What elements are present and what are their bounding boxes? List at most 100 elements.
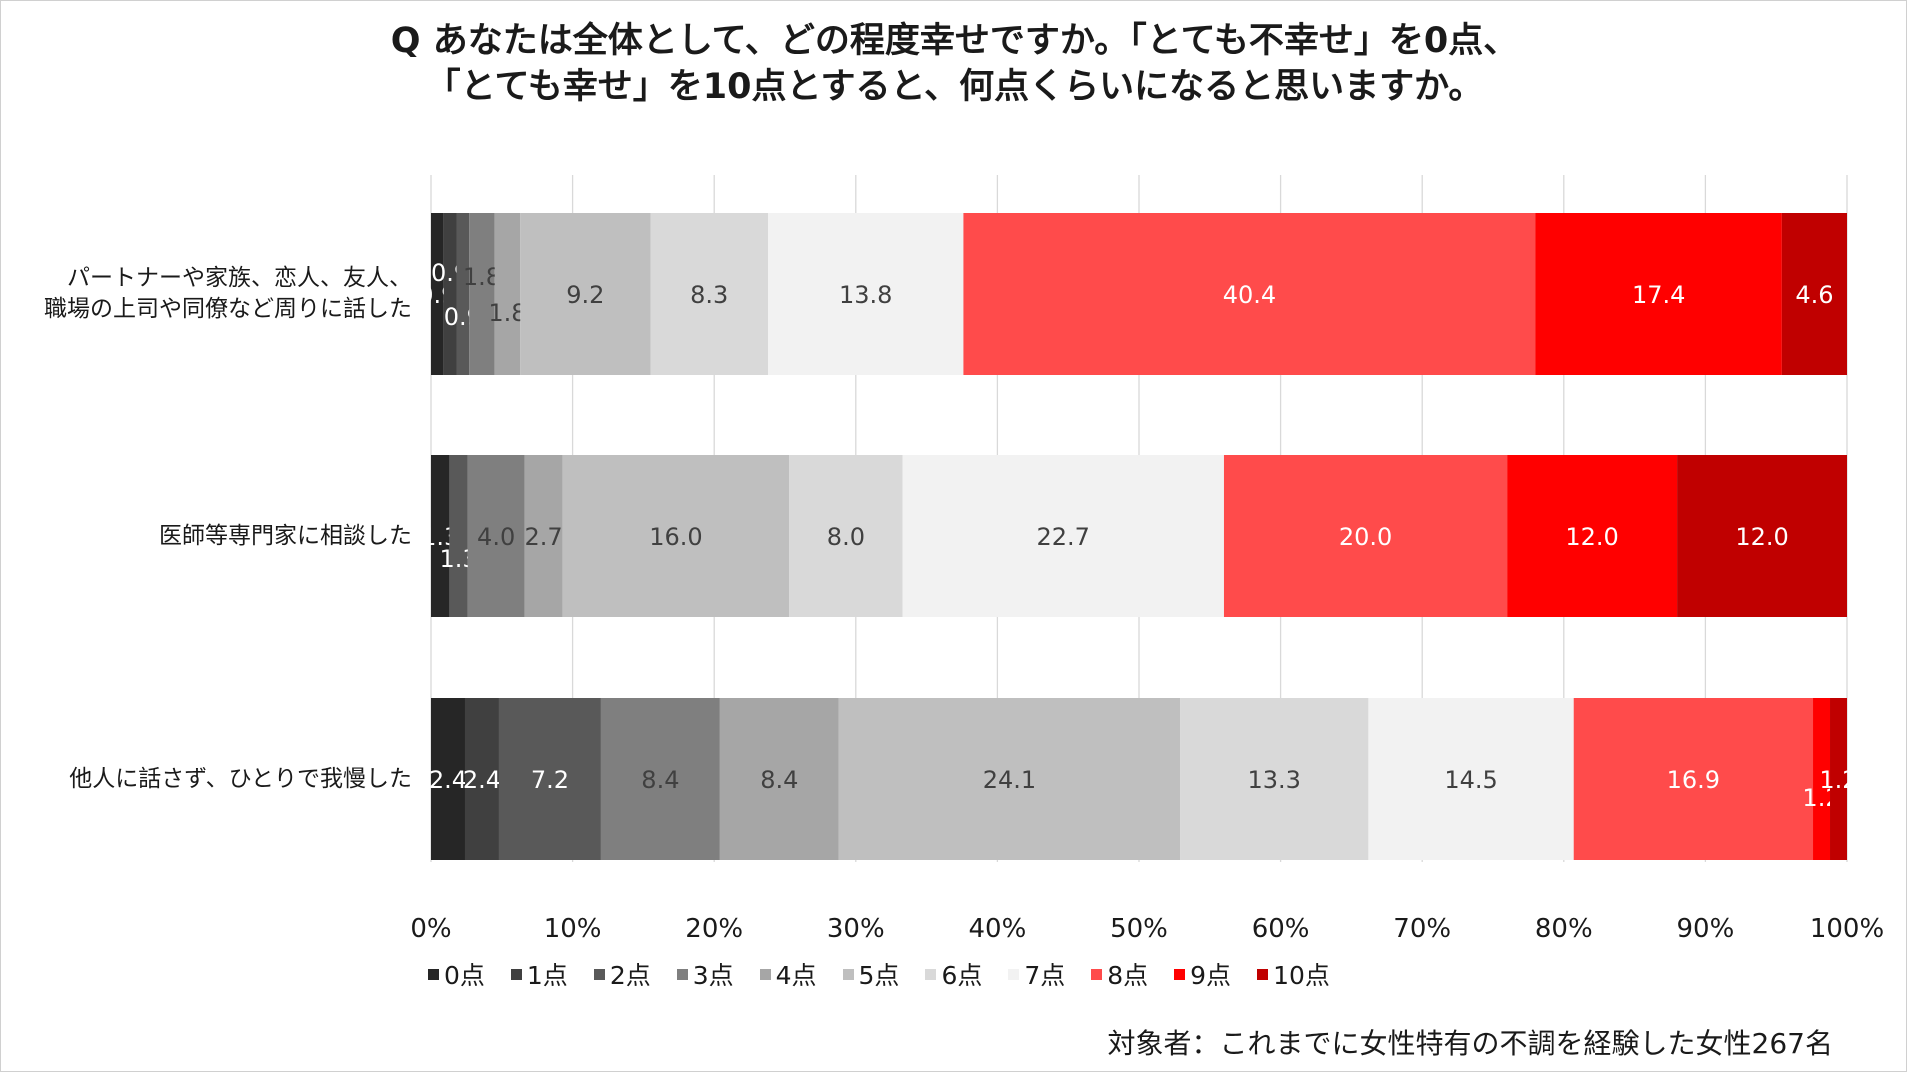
bar-segment (494, 213, 521, 375)
data-label: 16.0 (649, 523, 702, 551)
legend-item: 8点 (1091, 956, 1148, 992)
legend-item: 1点 (510, 956, 568, 992)
bar-segment (600, 698, 720, 860)
bar-segment (789, 455, 903, 617)
respondents-note: 対象者：これまでに女性特有の不調を経験した女性267名 (1107, 1027, 1833, 1060)
bar-segment (443, 213, 457, 375)
bar-segment (431, 698, 465, 860)
data-label: 8.0 (827, 523, 865, 551)
legend-swatch (842, 968, 854, 980)
data-label: 1.8 (463, 263, 501, 291)
data-label: 2.4 (429, 766, 467, 794)
legend-swatch (925, 968, 937, 980)
bar-segment (1223, 455, 1508, 617)
bar-segment (1507, 455, 1678, 617)
category-label: 医師等専門家に相談した (159, 521, 412, 552)
legend-item: 9点 (1174, 956, 1231, 992)
legend-item: 0点 (428, 956, 485, 992)
bar-segment (456, 213, 470, 375)
bar-segment (498, 698, 601, 860)
legend-label: 0点 (444, 961, 485, 990)
x-tick-label: 40% (969, 914, 1027, 944)
legend-item: 6点 (925, 956, 982, 992)
legend-item: 5点 (842, 956, 900, 992)
bar-segment (768, 213, 964, 375)
bar-segment (520, 213, 651, 375)
bar-segment (838, 698, 1181, 860)
bar-segment (562, 455, 790, 617)
x-tick-label: 90% (1677, 914, 1735, 944)
data-label: 16.9 (1667, 766, 1720, 794)
legend-swatch (428, 968, 439, 980)
chart-title-line-1: Q あなたは全体として、どの程度幸せですか。「とても不幸せ」を0点、 (390, 21, 1519, 61)
legend-label: 4点 (775, 961, 817, 990)
category-label: パートナーや家族、恋人、友人、職場の上司や同僚など周りに話した (44, 263, 412, 325)
legend-swatch (1008, 968, 1020, 980)
data-label: 9.2 (566, 281, 604, 309)
legend-item: 3点 (676, 956, 734, 992)
data-label: 8.4 (760, 766, 798, 794)
bar-segment (524, 455, 563, 617)
data-label: 20.0 (1339, 523, 1392, 551)
legend-label: 7点 (1024, 961, 1066, 990)
chart-title-line-2: 「とても幸せ」を10点とすると、何点くらいになると思いますか。 (425, 67, 1484, 107)
bar-segment (1573, 698, 1814, 860)
bar-segment (902, 455, 1224, 617)
bar-segment (963, 213, 1536, 375)
bar-segment (1781, 213, 1847, 375)
data-label: 8.3 (690, 281, 728, 309)
bar-segment (719, 698, 839, 860)
legend: 0点 1点 2点 3点 4点 5点 6点 7点 8点 9点 10点 (428, 956, 1356, 992)
category-label-line: パートナーや家族、恋人、友人、 (67, 265, 412, 291)
category-label-line: 他人に話さず、ひとりで我慢した (69, 765, 412, 792)
data-label: 4.6 (1795, 281, 1833, 309)
data-label: 40.4 (1223, 281, 1276, 309)
category-label-line: 職場の上司や同僚など周りに話した (44, 296, 412, 322)
data-label: 24.1 (983, 766, 1036, 794)
data-label: 12.0 (1735, 523, 1788, 551)
legend-item: 7点 (1008, 956, 1065, 992)
data-label: 13.3 (1248, 766, 1301, 794)
bar-segment (1535, 213, 1782, 375)
x-tick-label: 10% (544, 914, 602, 944)
data-label: 1.2 (1819, 766, 1857, 794)
legend-label: 8点 (1107, 961, 1149, 990)
data-label: 14.5 (1444, 766, 1497, 794)
bar-segment (469, 213, 495, 375)
x-tick-label: 100% (1810, 914, 1884, 944)
legend-label: 3点 (692, 961, 734, 990)
bar-segment (467, 455, 525, 617)
bar-segment (650, 213, 769, 375)
x-tick-label: 30% (827, 914, 885, 944)
x-tick-label: 0% (410, 914, 451, 944)
data-label: 2.7 (524, 523, 562, 551)
legend-item: 10点 (1257, 956, 1330, 992)
data-label: 1.8 (488, 299, 526, 327)
data-label: 7.2 (531, 766, 569, 794)
data-label: 8.4 (641, 766, 679, 794)
legend-swatch (676, 968, 688, 980)
legend-swatch (593, 968, 605, 980)
legend-item: 4点 (759, 956, 817, 992)
bar-segment (1813, 698, 1831, 860)
legend-label: 5点 (858, 961, 900, 990)
legend-label: 6点 (941, 961, 983, 990)
data-label: 4.0 (477, 523, 515, 551)
legend-swatch (1257, 968, 1269, 980)
bar-segment (1830, 698, 1847, 860)
bar-segment (1368, 698, 1574, 860)
bar-segment (449, 455, 468, 617)
bar-segment (1180, 698, 1369, 860)
category-label: 他人に話さず、ひとりで我慢した (69, 764, 412, 795)
x-tick-label: 60% (1252, 914, 1310, 944)
legend-swatch (510, 968, 522, 980)
data-label: 13.8 (839, 281, 892, 309)
legend-item: 2点 (593, 956, 651, 992)
bar-segment (464, 698, 499, 860)
legend-swatch (1174, 968, 1186, 980)
bar-segment (431, 213, 444, 375)
x-tick-label: 20% (685, 914, 743, 944)
legend-swatch (759, 968, 771, 980)
legend-swatch (1091, 968, 1103, 980)
